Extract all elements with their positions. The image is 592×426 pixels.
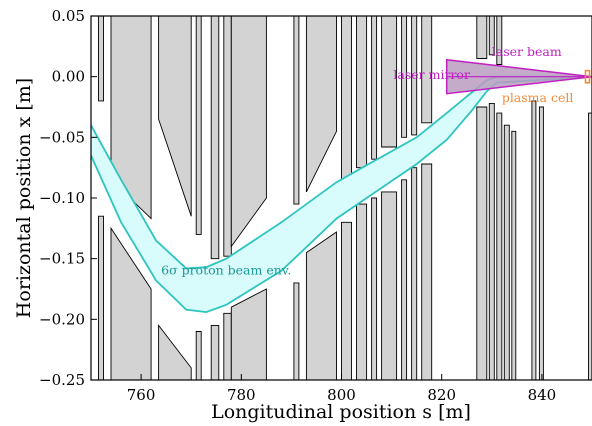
x-tick-label: 800 — [327, 386, 356, 404]
magnet-element — [488, 102, 495, 380]
magnet-element — [98, 215, 104, 380]
magnets-layer — [98, 16, 592, 380]
magnet-element — [223, 16, 232, 257]
magnet-element — [496, 16, 503, 65]
magnet-element — [371, 197, 378, 380]
y-tick-label: −0.20 — [39, 310, 85, 328]
y-tick-label: 0.00 — [52, 68, 85, 86]
magnet-element — [110, 16, 152, 220]
magnet-element — [223, 312, 232, 380]
x-tick-label: 760 — [127, 386, 156, 404]
magnet-element — [401, 16, 408, 138]
magnet-element — [195, 331, 202, 380]
y-axis-label: Horizontal position x [m] — [13, 78, 35, 318]
magnet-element — [411, 16, 418, 136]
x-axis-label: Longitudinal position s [m] — [211, 401, 471, 423]
magnet-element — [210, 324, 220, 380]
magnet-element — [293, 282, 300, 380]
ticks-layer: 760 780 800 820 840 0.05 0.00 −0.05 −0.10 −0.15 −0… — [39, 7, 556, 404]
plasma-cell-marker — [584, 69, 591, 84]
magnet-element — [341, 221, 352, 380]
magnet-element — [496, 112, 503, 380]
magnet-element — [305, 231, 337, 380]
magnet-element — [476, 16, 488, 59]
x-tick-label: 820 — [427, 386, 456, 404]
y-tick-label: −0.25 — [39, 371, 85, 389]
magnet-element — [381, 191, 398, 380]
magnet-element — [158, 324, 192, 380]
magnet-element — [381, 16, 398, 148]
x-tick-label: 780 — [227, 386, 256, 404]
beam-envelope-lower-line — [91, 75, 592, 314]
magnet-element — [110, 226, 152, 380]
magnet-element — [531, 100, 537, 380]
y-tick-label: −0.10 — [39, 189, 85, 207]
magnet-element — [588, 112, 592, 380]
magnet-element — [195, 16, 202, 235]
magnet-element — [305, 16, 337, 193]
magnet-element — [511, 130, 517, 380]
annotations-layer: 6σ proton beam env. laser beam laser mirro… — [161, 44, 573, 277]
magnet-element — [341, 16, 352, 181]
plasma-cell-label: plasma cell — [502, 90, 574, 105]
y-tick-label: −0.15 — [39, 250, 85, 268]
magnet-element — [476, 106, 488, 380]
magnet-element — [421, 16, 433, 124]
magnet-element — [158, 16, 192, 217]
magnet-element — [230, 288, 267, 380]
y-tick-label: 0.05 — [52, 7, 85, 25]
magnet-element — [293, 16, 300, 205]
magnet-element — [210, 16, 220, 260]
magnet-element — [356, 203, 368, 380]
magnet-element — [503, 124, 510, 380]
magnet-element — [488, 16, 495, 56]
magnet-element — [230, 16, 267, 248]
magnet-element — [421, 163, 433, 380]
magnet-element — [356, 16, 368, 169]
x-tick-label: 840 — [528, 386, 557, 404]
laser-layer — [445, 58, 592, 95]
magnet-element — [411, 167, 418, 380]
magnet-element — [538, 106, 544, 380]
magnet-element — [401, 179, 408, 380]
beam-envelope-label: 6σ proton beam env. — [161, 262, 291, 277]
laser-beam-label: laser beam — [492, 44, 562, 59]
beam-envelope-fill — [91, 76, 592, 313]
laser-mirror-label: laser mirror — [393, 67, 470, 82]
magnet-element — [98, 16, 104, 102]
magnet-element — [371, 16, 378, 160]
y-tick-label: −0.05 — [39, 128, 85, 146]
